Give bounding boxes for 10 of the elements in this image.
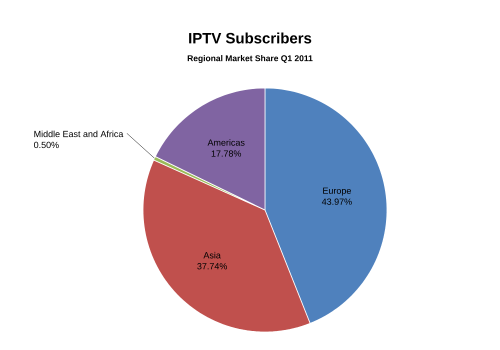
data-label: 0.50% bbox=[34, 142, 59, 148]
slice-label: Europe bbox=[323, 188, 351, 196]
data-label: 37.74% bbox=[197, 263, 228, 270]
data-label: 43.97% bbox=[322, 198, 352, 205]
data-label: 17.78% bbox=[212, 150, 242, 157]
slice-label: Americas bbox=[208, 139, 245, 146]
slice-label: Middle East and Africa bbox=[34, 130, 124, 138]
chart-title: IPTV Subscribers bbox=[189, 32, 312, 44]
slice-label: Asia bbox=[203, 252, 221, 258]
chart-subtitle: Regional Market Share Q1 2011 bbox=[188, 55, 313, 63]
